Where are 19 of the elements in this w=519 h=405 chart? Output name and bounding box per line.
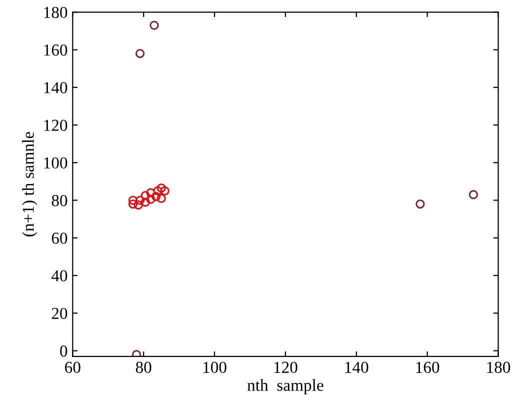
y-tick-label: 0 [60,345,68,357]
x-tick-label: 160 [416,362,440,373]
x-axis-title: nth sample [247,379,324,394]
y-tick-label: 80 [52,194,68,206]
y-axis-title: (n+1) th samnle [22,132,38,236]
y-tick-label: 40 [51,270,68,282]
x-tick-label: 120 [274,362,298,373]
x-tick-label: 100 [203,362,226,373]
y-tick-label: 60 [52,232,68,244]
x-tick-label: 60 [65,362,80,373]
y-tick-label: 20 [52,308,68,320]
y-tick-label: 140 [44,82,68,94]
x-tick-label: 140 [345,362,368,373]
x-tick-label: 180 [487,362,510,373]
y-tick-label: 100 [44,157,68,169]
y-tick-label: 120 [44,120,68,131]
y-tick-label: 180 [44,6,68,18]
y-tick-label: 160 [44,44,68,56]
x-tick-label: 80 [136,362,152,373]
